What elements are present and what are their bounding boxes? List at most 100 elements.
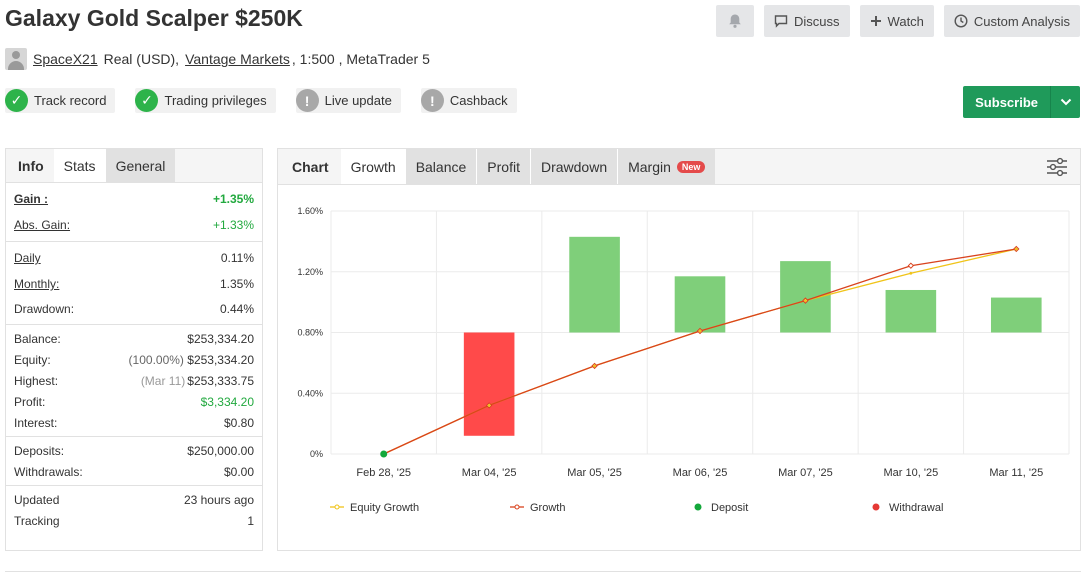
monthly-value: 1.35% <box>219 277 254 291</box>
withdrawals-value: $0.00 <box>223 464 254 479</box>
y-tick-label: 1.20% <box>297 267 323 277</box>
watch-button[interactable]: Watch <box>859 5 934 37</box>
bar-up <box>674 276 726 333</box>
account-type: Real (USD), <box>103 51 180 67</box>
gain-group: Gain : +1.35% Abs. Gain: +1.33% <box>6 183 262 242</box>
subscribe-button[interactable]: Subscribe <box>975 94 1038 110</box>
equity-growth-point <box>909 271 913 275</box>
badge-label: Track record <box>34 93 107 108</box>
equity-value: $253,334.20 <box>187 352 254 367</box>
watch-label: Watch <box>887 13 924 29</box>
x-tick-label: Feb 28, '25 <box>356 467 411 479</box>
x-tick-label: Mar 06, '25 <box>673 467 728 479</box>
bar-up <box>569 236 620 333</box>
plus-icon <box>870 16 881 26</box>
check-icon: ✓ <box>135 89 159 112</box>
owner-row: SpaceX21 Real (USD), Vantage Markets , 1… <box>5 47 430 71</box>
avatar[interactable] <box>5 48 27 70</box>
tab-margin-label: Margin <box>628 158 671 175</box>
deposits-group: Deposits: $250,000.00 Withdrawals: $0.00 <box>6 437 262 486</box>
interest-value: $0.80 <box>223 415 254 430</box>
highest-label: Highest: <box>14 373 59 388</box>
deposits-value: $250,000.00 <box>187 443 254 458</box>
drawdown-value: 0.44% <box>219 302 254 316</box>
period-group: Daily 0.11% Monthly: 1.35% Drawdown: 0.44% <box>6 242 262 325</box>
bar-up <box>780 261 831 333</box>
clock-icon <box>954 14 968 28</box>
tracking-value: 1 <box>247 513 254 528</box>
balance-group: Balance: $253,334.20 Equity: (100.00%) $25… <box>6 325 262 437</box>
bar-up <box>885 289 937 333</box>
tab-general[interactable]: General <box>105 149 176 182</box>
x-tick-label: Mar 10, '25 <box>884 467 939 479</box>
bell-icon <box>729 14 741 28</box>
tab-profit[interactable]: Profit <box>477 149 531 184</box>
legend-label: Withdrawal <box>889 502 943 514</box>
broker-link[interactable]: Vantage Markets <box>185 51 290 67</box>
legend-marker <box>694 503 702 511</box>
equity-growth-point <box>593 364 596 368</box>
badge-trading-privileges[interactable]: ✓ Trading privileges <box>135 88 276 113</box>
x-tick-label: Mar 04, '25 <box>462 467 517 479</box>
x-tick-label: Mar 07, '25 <box>778 467 833 479</box>
highest-value: $253,333.75 <box>187 373 254 388</box>
profit-value: $3,334.20 <box>200 394 254 409</box>
left-tabs: Info Stats General <box>6 149 262 183</box>
tab-balance[interactable]: Balance <box>405 149 478 184</box>
tab-drawdown[interactable]: Drawdown <box>530 149 619 184</box>
interest-label: Interest: <box>14 415 58 430</box>
discuss-button[interactable]: Discuss <box>764 5 850 37</box>
daily-label[interactable]: Daily <box>14 251 41 265</box>
account-details: , 1:500 , MetaTrader 5 <box>291 51 430 67</box>
updated-label: Updated <box>14 492 60 507</box>
growth-point <box>907 262 915 269</box>
gain-label[interactable]: Gain : <box>14 192 49 206</box>
exclamation-icon: ! <box>420 89 444 112</box>
profit-label: Profit: <box>14 394 46 409</box>
y-tick-label: 0.80% <box>297 328 323 338</box>
equity-growth-point <box>698 329 702 333</box>
equity-growth-point <box>487 404 491 407</box>
badge-label: Live update <box>324 93 392 108</box>
highest-date: (Mar 11) <box>140 373 186 388</box>
chart-settings-icon[interactable] <box>1046 157 1068 177</box>
tab-margin[interactable]: Margin New <box>618 149 716 184</box>
badge-live-update[interactable]: ! Live update <box>295 88 401 113</box>
top-actions: Discuss Watch Custom Analysis <box>716 5 1080 37</box>
y-tick-label: 0.40% <box>297 388 323 398</box>
badge-track-record[interactable]: ✓ Track record <box>5 88 116 113</box>
stats-panel: Info Stats General Gain : +1.35% Abs. Gai… <box>5 148 263 551</box>
custom-analysis-label: Custom Analysis <box>973 13 1070 29</box>
equity-percent: (100.00%) <box>128 352 184 367</box>
subscribe-dropdown-button[interactable] <box>1050 86 1080 118</box>
badge-label: Trading privileges <box>164 93 267 108</box>
legend-label: Equity Growth <box>350 502 419 514</box>
divider <box>5 571 1081 572</box>
abs-gain-label[interactable]: Abs. Gain: <box>14 218 71 232</box>
tab-info[interactable]: Info <box>18 157 44 174</box>
discuss-label: Discuss <box>794 13 840 29</box>
chart-panel: Chart Growth Balance Profit Drawdown Mar… <box>277 148 1081 551</box>
username-link[interactable]: SpaceX21 <box>33 51 98 67</box>
deposits-label: Deposits: <box>14 443 65 458</box>
growth-chart[interactable]: 0% 0.40% 0.80% 1.20% 1.60% Feb 28, '25 Mar 04,… <box>278 185 1080 549</box>
badge-row: ✓ Track record ✓ Trading privileges ! Li… <box>5 88 517 113</box>
chevron-down-icon <box>1060 98 1071 106</box>
legend-label: Growth <box>530 502 565 514</box>
legend-marker <box>872 503 880 511</box>
bar-down <box>463 332 515 436</box>
balance-label: Balance: <box>14 331 61 346</box>
tracking-label: Tracking <box>14 513 60 528</box>
bar-up <box>990 297 1042 333</box>
tab-chart[interactable]: Chart <box>292 158 329 175</box>
notify-button[interactable] <box>716 5 755 37</box>
monthly-label[interactable]: Monthly: <box>14 277 60 291</box>
tracking-group: Updated 23 hours ago Tracking 1 <box>6 486 262 534</box>
badge-cashback[interactable]: ! Cashback <box>420 88 517 113</box>
custom-analysis-button[interactable]: Custom Analysis <box>943 5 1080 37</box>
tab-stats[interactable]: Stats <box>53 149 106 182</box>
gain-value: +1.35% <box>212 192 254 206</box>
withdrawals-label: Withdrawals: <box>14 464 83 479</box>
tab-growth[interactable]: Growth <box>340 149 406 184</box>
equity-growth-point <box>804 299 807 303</box>
